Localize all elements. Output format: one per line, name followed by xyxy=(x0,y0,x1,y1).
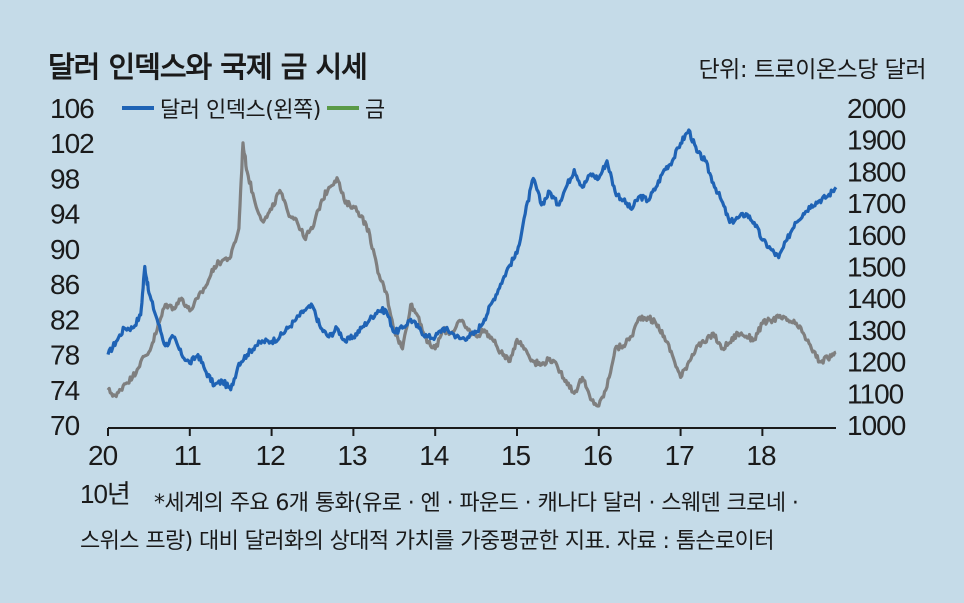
left-tick-label: 78 xyxy=(50,340,80,371)
right-tick-label: 1300 xyxy=(847,315,906,346)
left-tick-label: 74 xyxy=(50,375,80,406)
x-tick-label: 11 xyxy=(174,440,201,471)
x-tick-label: 16 xyxy=(583,440,613,471)
left-axis-ticks: 106 102 98 94 90 86 82 78 74 70 xyxy=(50,93,95,441)
legend-item-dollar: 달러 인덱스(왼쪽) xyxy=(122,92,321,124)
left-tick-label: 106 xyxy=(50,93,94,124)
legend-label-dollar: 달러 인덱스(왼쪽) xyxy=(160,98,321,123)
right-tick-label: 1900 xyxy=(847,125,906,156)
left-tick-label: 98 xyxy=(50,163,80,194)
right-tick-label: 1000 xyxy=(847,410,906,441)
legend-swatch-gold xyxy=(326,106,359,110)
legend-swatch-dollar xyxy=(122,106,154,110)
legend: 달러 인덱스(왼쪽) 금 xyxy=(122,92,391,124)
x-tick-label: 17 xyxy=(665,440,695,471)
right-tick-label: 1500 xyxy=(847,252,906,283)
left-tick-label: 82 xyxy=(50,304,80,335)
legend-label-gold: 금 xyxy=(364,98,385,123)
left-tick-label: 90 xyxy=(50,234,80,265)
left-tick-label: 70 xyxy=(50,410,80,441)
footnote-line-1: *세계의 주요 6개 통화(유로 · 엔 · 파운드 · 캐나다 달러 · 스웨… xyxy=(154,491,799,516)
x-tick-label: 13 xyxy=(337,440,367,471)
left-tick-label: 102 xyxy=(50,128,94,159)
right-tick-label: 1200 xyxy=(847,347,906,378)
x-tick-label: 20 xyxy=(88,440,118,471)
x-tick-label: 15 xyxy=(501,440,531,471)
right-tick-label: 1400 xyxy=(847,283,906,314)
left-tick-label: 86 xyxy=(50,269,80,300)
x-axis-sublabel: 10년 xyxy=(80,479,131,509)
x-tick-label: 14 xyxy=(419,440,449,471)
x-tick-label: 12 xyxy=(256,440,286,471)
right-tick-label: 1600 xyxy=(847,220,906,251)
series-line-dollar-index xyxy=(106,128,838,392)
x-axis: 20 11 12 13 14 15 16 17 18 xyxy=(88,427,836,471)
x-tick-label: 18 xyxy=(746,440,776,471)
right-tick-label: 2000 xyxy=(847,93,906,124)
right-tick-label: 1100 xyxy=(847,378,904,409)
footnote-line-2: 스위스 프랑) 대비 달러화의 상대적 가치를 가중평균한 지표. 자료 : 톰… xyxy=(80,529,775,554)
chart-title: 달러 인덱스와 국제 금 시세 xyxy=(48,50,368,84)
left-tick-label: 94 xyxy=(50,199,80,230)
series-layer xyxy=(106,128,838,408)
right-tick-label: 1800 xyxy=(847,156,906,187)
right-tick-label: 1700 xyxy=(847,188,906,219)
unit-label: 단위: 트로이온스당 달러 xyxy=(698,57,927,83)
right-axis-ticks: 2000190018001700160015001400130012001100… xyxy=(847,93,907,441)
legend-item-gold: 금 xyxy=(326,92,385,124)
series-line-gold xyxy=(106,141,837,408)
